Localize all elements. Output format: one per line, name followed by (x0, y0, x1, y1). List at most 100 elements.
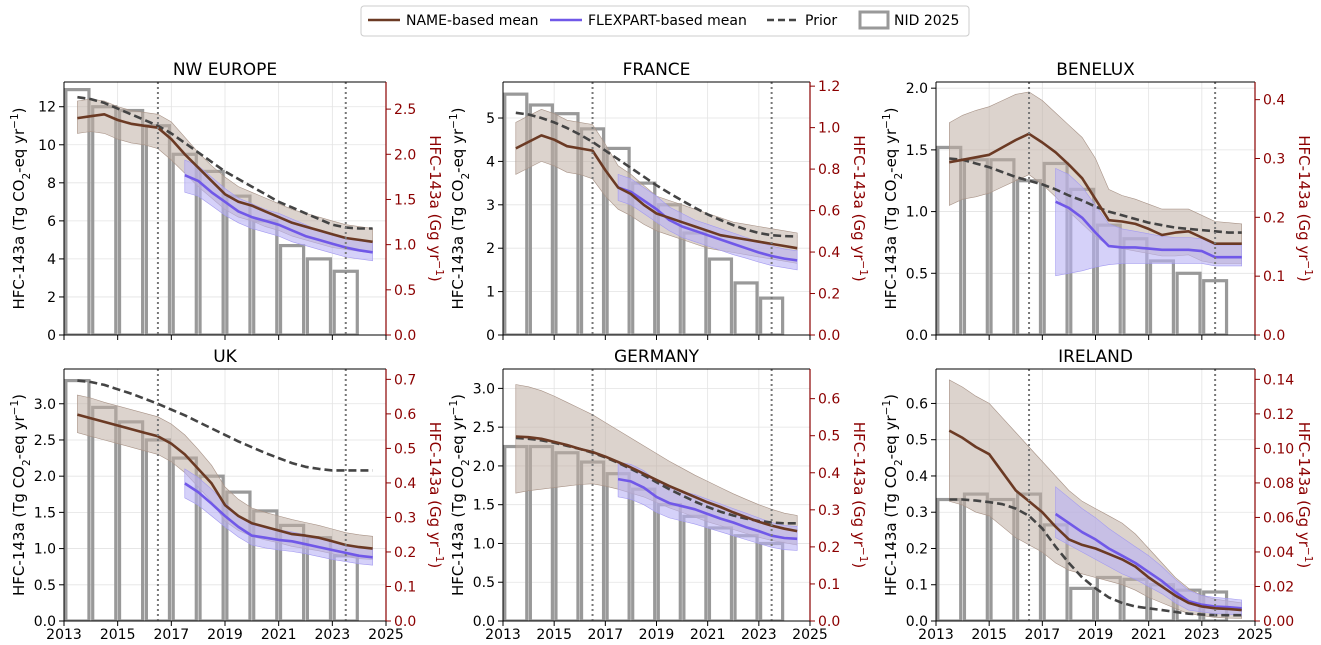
nid-bar (733, 281, 759, 335)
nid-bar (1148, 259, 1175, 335)
panel-france: 0 1 2 3 4 5 0.0 0.2 0.4 0.6 0.8 1.0 1.2 FRANCE HFC-143… (448, 60, 869, 344)
right-tick-label: 0.2 (394, 545, 416, 561)
legend-label-name: NAME-based mean (406, 13, 538, 29)
right-tick-label: 0.5 (394, 283, 416, 299)
right-axis-label: HFC-143a (Gg yr−1) (1295, 135, 1314, 282)
x-tick-label: 2023 (315, 627, 351, 641)
right-tick-label: 0.1 (394, 579, 416, 595)
name-line (77, 113, 373, 244)
left-tick-label: 0 (486, 328, 495, 344)
right-tick-label: 1.2 (818, 79, 840, 95)
flexpart-uncertainty-band (617, 173, 798, 271)
right-tick-label: 0.3 (1263, 151, 1285, 167)
left-tick-label: 4 (47, 252, 56, 268)
right-tick-label: 0.0 (818, 328, 840, 344)
flexpart-line (184, 174, 373, 254)
panel-title: IRELAND (1058, 347, 1133, 367)
prior-line (949, 157, 1242, 234)
panel-title: GERMANY (614, 347, 700, 367)
nid-bar (554, 112, 580, 335)
nid-bar (332, 269, 359, 335)
right-tick-label: 0.0 (394, 614, 416, 630)
left-tick-label: 2.0 (473, 459, 495, 475)
name-line (948, 429, 1242, 612)
panel-uk: 0.0 0.5 1.0 1.5 2.0 2.5 3.0 0.0 0.1 0.2 0.3 0.4 0.5 0… (9, 347, 445, 643)
x-tick-label: 2017 (154, 627, 190, 641)
x-tick-label: 2015 (971, 627, 1007, 641)
nid-bar (733, 534, 759, 621)
right-tick-label: 1.0 (818, 121, 840, 137)
right-tick-label: 0.1 (818, 577, 840, 593)
left-axis-label: HFC-143a (Tg CO2-eq yr−1) (9, 394, 33, 596)
right-tick-label: 0.2 (818, 540, 840, 556)
flexpart-uncertainty-band (184, 159, 373, 262)
left-tick-label: 2.0 (34, 469, 56, 485)
right-tick-label: 0.10 (1263, 441, 1294, 457)
nid-bar (1095, 575, 1122, 621)
right-axis-label: HFC-143a (Gg yr−1) (1295, 422, 1314, 569)
nid-bar (605, 146, 631, 335)
flexpart-line (1054, 512, 1242, 610)
left-tick-label: 0.5 (906, 433, 928, 449)
x-tick-label: 2017 (1025, 627, 1061, 641)
left-tick-label: 1.0 (473, 536, 495, 552)
left-tick-label: 0.2 (906, 541, 928, 557)
plot-area (503, 384, 798, 621)
left-axis-label: HFC-143a (Tg CO2-eq yr−1) (448, 108, 472, 310)
left-tick-label: 0 (47, 328, 56, 344)
left-axis-label: HFC-143a (Tg CO2-eq yr−1) (881, 108, 905, 310)
panel-title: BENELUX (1056, 60, 1135, 80)
left-axis-label: HFC-143a (Tg CO2-eq yr−1) (448, 394, 472, 596)
right-tick-label: 0.6 (818, 392, 840, 408)
left-tick-label: 5 (486, 111, 495, 127)
x-tick-label: 2025 (792, 627, 828, 641)
right-tick-label: 1.5 (394, 192, 416, 208)
left-tick-label: 12 (38, 100, 56, 116)
left-tick-label: 0.4 (906, 469, 928, 485)
x-tick-label: 2023 (1184, 627, 1220, 641)
plot-area (936, 379, 1242, 621)
right-tick-label: 0.06 (1263, 510, 1294, 526)
right-axis-label: HFC-143a (Gg yr−1) (426, 135, 445, 282)
right-tick-label: 0.08 (1263, 476, 1294, 492)
prior-line (515, 111, 798, 238)
left-tick-label: 2 (486, 241, 495, 257)
right-tick-label: 0.8 (818, 162, 840, 178)
right-tick-label: 0.0 (394, 328, 416, 344)
right-tick-label: 0.0 (1263, 328, 1285, 344)
left-tick-label: 4 (486, 154, 495, 170)
flexpart-line (617, 477, 798, 541)
flexpart-uncertainty-band (184, 468, 373, 566)
panel-ireland: 0.0 0.1 0.2 0.3 0.4 0.5 0.6 0.00 0.02 0.04 0.06 0.0… (881, 347, 1314, 643)
right-axis-label: HFC-143a (Gg yr−1) (850, 135, 869, 282)
x-tick-label: 2015 (536, 627, 572, 641)
right-tick-label: 1.0 (394, 238, 416, 254)
name-line (515, 435, 798, 533)
right-tick-label: 2.5 (394, 102, 416, 118)
panel-title: FRANCE (623, 60, 691, 80)
nid-bar (1069, 586, 1096, 621)
legend-frame (360, 5, 970, 37)
right-tick-label: 0.14 (1263, 372, 1294, 388)
left-tick-label: 3 (486, 198, 495, 214)
left-tick-label: 2.5 (473, 420, 495, 436)
left-tick-label: 0.0 (34, 614, 56, 630)
x-tick-label: 2019 (207, 627, 243, 641)
nid-bar (117, 420, 145, 621)
nid-bar (528, 103, 554, 335)
left-tick-label: 1.5 (473, 498, 495, 514)
right-tick-label: 0.02 (1263, 579, 1294, 595)
left-tick-label: 1.0 (906, 205, 928, 221)
plot-area (936, 91, 1242, 335)
left-tick-label: 3.0 (473, 381, 495, 397)
flexpart-uncertainty-band (1055, 486, 1242, 616)
nid-bar (1202, 279, 1229, 335)
x-tick-label: 2021 (261, 627, 297, 641)
right-tick-label: 0.12 (1263, 407, 1294, 423)
left-tick-label: 0.3 (906, 505, 928, 521)
right-tick-label: 0.2 (818, 287, 840, 303)
right-tick-label: 0.1 (1263, 269, 1285, 285)
prior-line (949, 498, 1242, 617)
